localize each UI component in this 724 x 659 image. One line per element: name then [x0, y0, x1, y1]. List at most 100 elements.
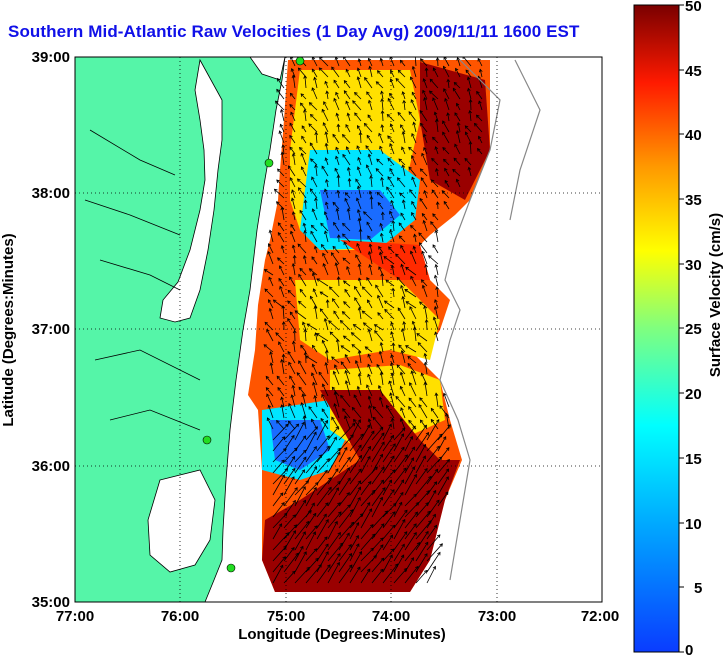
velocity-vector	[468, 167, 472, 177]
velocity-vector-head	[305, 480, 310, 484]
velocity-vector-head	[415, 502, 420, 506]
velocity-vector-head	[464, 157, 468, 162]
velocity-vector-head	[333, 221, 337, 226]
velocity-vector-head	[382, 487, 386, 491]
velocity-vector	[347, 208, 351, 221]
velocity-vector	[337, 175, 340, 188]
velocity-vector-head	[416, 542, 421, 546]
colorbar-tick-label: 5	[694, 580, 702, 597]
velocity-vector	[411, 177, 417, 188]
velocity-vector-head	[291, 74, 296, 79]
velocity-vector	[401, 350, 406, 364]
velocity-vector	[344, 289, 351, 298]
velocity-vector-head	[311, 344, 316, 349]
velocity-vector	[315, 164, 318, 177]
velocity-vector-head	[366, 384, 370, 388]
velocity-vector	[409, 189, 417, 199]
velocity-vector-head	[414, 511, 418, 516]
velocity-vector-head	[289, 375, 293, 380]
velocity-vector	[453, 157, 461, 166]
velocity-vector-head	[339, 320, 344, 324]
velocity-vector	[310, 231, 318, 243]
velocity-vector	[369, 66, 373, 78]
velocity-vector	[387, 98, 395, 111]
velocity-vector-head	[324, 201, 329, 206]
velocity-vector-head	[335, 112, 340, 117]
velocity-vector-head	[391, 524, 396, 529]
velocity-vector	[343, 301, 351, 309]
velocity-vector	[305, 432, 317, 452]
velocity-vector	[414, 57, 417, 67]
velocity-vector-head	[315, 557, 319, 562]
y-tick-labels: 39:00 38:00 37:00 36:00 35:00	[32, 49, 70, 611]
velocity-vector	[357, 157, 362, 166]
velocity-vector	[429, 78, 439, 89]
velocity-vector-head	[264, 321, 269, 326]
velocity-vector	[334, 364, 340, 375]
velocity-vector-head	[356, 385, 361, 390]
velocity-vector	[381, 91, 384, 100]
velocity-vector	[366, 91, 373, 100]
velocity-vector-head	[351, 422, 356, 427]
velocity-vector-head	[367, 235, 371, 240]
velocity-vector-head	[335, 146, 339, 151]
velocity-vector-head	[294, 310, 299, 314]
velocity-vector-head	[326, 435, 330, 439]
velocity-vector	[389, 229, 395, 243]
velocity-vector-head	[409, 76, 414, 81]
velocity-vector-head	[311, 256, 315, 260]
velocity-vector	[391, 362, 395, 375]
velocity-vector	[316, 543, 329, 562]
velocity-vector	[324, 81, 329, 89]
velocity-vector-head	[263, 269, 268, 273]
velocity-vector-head	[395, 253, 399, 258]
delaware-bay	[249, 57, 286, 81]
velocity-vector	[294, 255, 296, 265]
velocity-vector	[294, 422, 305, 441]
velocity-vector	[432, 244, 439, 254]
velocity-vector	[360, 456, 371, 474]
velocity-vector-head	[435, 57, 440, 61]
velocity-vector	[338, 434, 354, 452]
velocity-vector-head	[396, 364, 401, 368]
velocity-vector-head	[336, 276, 341, 280]
velocity-vector	[393, 568, 408, 584]
velocity-vector	[383, 256, 395, 265]
velocity-vector	[463, 57, 472, 67]
velocity-vector-head	[411, 154, 415, 159]
velocity-vector-head	[279, 123, 284, 128]
velocity-vector-head	[378, 245, 382, 250]
velocity-vector	[342, 257, 351, 265]
velocity-vector-head	[324, 419, 328, 424]
velocity-vector	[368, 58, 373, 67]
velocity-vector-head	[413, 523, 417, 527]
velocity-vector	[408, 406, 417, 419]
velocity-vector	[321, 408, 329, 419]
velocity-vector-head	[306, 323, 311, 327]
velocity-vector	[426, 534, 441, 551]
velocity-vector-head	[313, 431, 317, 436]
velocity-vector	[417, 342, 428, 353]
velocity-vector-head	[454, 143, 458, 148]
velocity-vector	[403, 100, 406, 111]
velocity-vector	[382, 110, 384, 122]
velocity-vector-head	[354, 359, 359, 364]
velocity-vector-head	[357, 217, 362, 222]
velocity-vector-head	[321, 165, 325, 170]
velocity-vector-head	[268, 229, 273, 234]
velocity-vector-head	[397, 69, 402, 74]
velocity-vector	[402, 131, 406, 144]
velocity-vector	[362, 310, 373, 320]
velocity-vector-head	[400, 284, 404, 289]
velocity-vector	[415, 424, 427, 441]
velocity-vector	[360, 430, 375, 452]
velocity-vector-head	[313, 394, 318, 399]
velocity-vector-head	[389, 534, 393, 539]
velocity-vector-head	[291, 467, 296, 472]
velocity-vector	[355, 254, 362, 265]
velocity-vector-head	[410, 370, 415, 375]
velocity-vector-head	[435, 286, 440, 290]
velocity-vector-head	[392, 502, 397, 507]
velocity-vector-head	[432, 67, 437, 72]
velocity-vector-head	[311, 502, 315, 507]
